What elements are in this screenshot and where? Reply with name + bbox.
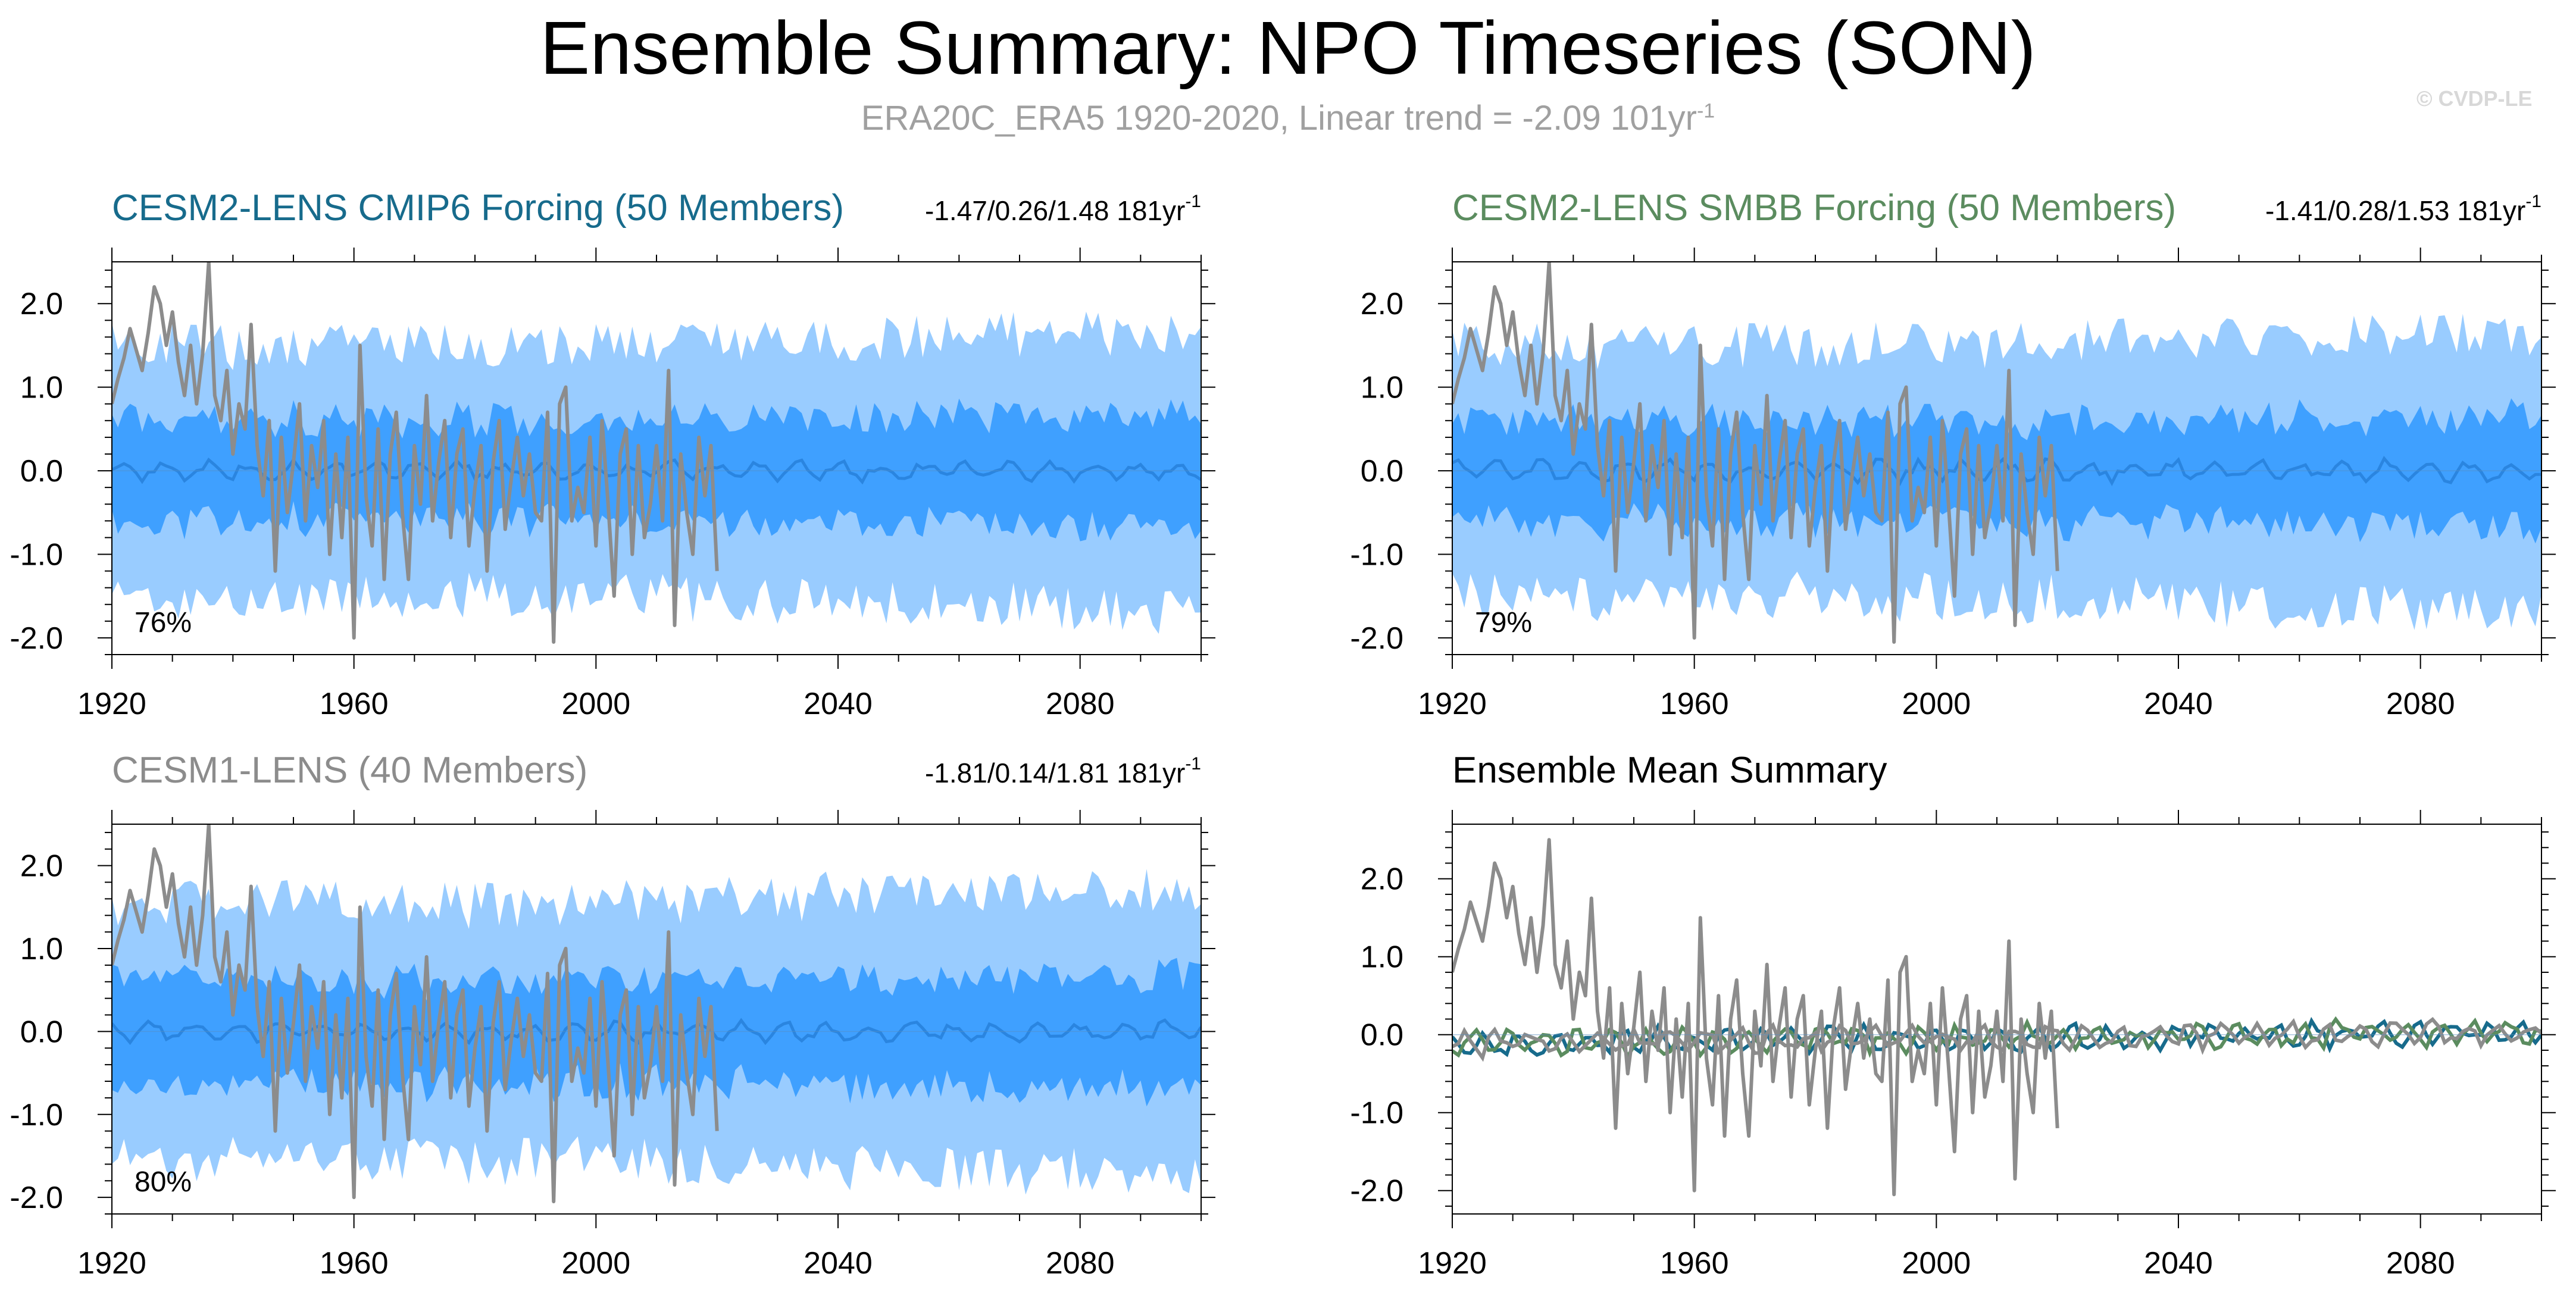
copyright-label: © CVDP-LE: [2416, 86, 2533, 111]
panel-stat-superscript: -1: [2525, 192, 2541, 211]
plot-area: [112, 262, 1201, 644]
y-tick-label: 1.0: [1361, 371, 1403, 405]
panel-title: CESM2-LENS CMIP6 Forcing (50 Members): [112, 187, 844, 229]
x-tick-label: 2040: [804, 1246, 873, 1281]
x-tick-label: 2000: [561, 687, 630, 721]
observations-line: [112, 262, 719, 644]
panel-cesm2-cmip6: CESM2-LENS CMIP6 Forcing (50 Members) -1.…: [10, 187, 1215, 721]
y-tick-label: -2.0: [1350, 1174, 1403, 1209]
x-tick-label: 1920: [1418, 1246, 1487, 1281]
y-tick-label: 2.0: [20, 287, 63, 321]
observations-line: [1452, 262, 2059, 644]
y-tick-label: -2.0: [10, 1181, 63, 1215]
percentile-label: 79%: [1475, 607, 1532, 639]
y-tick-label: 2.0: [1361, 287, 1403, 321]
inner-spread-band: [112, 398, 1201, 542]
x-tick-label: 1960: [320, 687, 389, 721]
percentile-label: 76%: [135, 607, 192, 639]
y-tick-label: 1.0: [20, 932, 63, 966]
x-tick-label: 2080: [2386, 687, 2455, 721]
x-tick-label: 1920: [77, 1246, 146, 1281]
y-tick-label: -1.0: [1350, 1096, 1403, 1131]
panel-title: CESM2-LENS SMBB Forcing (50 Members): [1452, 187, 2176, 229]
y-tick-label: 2.0: [1361, 862, 1403, 897]
y-tick-label: 0.0: [20, 454, 63, 489]
observations-line: [112, 824, 719, 1204]
x-tick-label: 1960: [1660, 1246, 1729, 1281]
y-tick-label: -1.0: [10, 537, 63, 572]
y-tick-label: -1.0: [1350, 537, 1403, 572]
y-tick-label: -2.0: [10, 621, 63, 656]
panel-title: Ensemble Mean Summary: [1452, 750, 1887, 791]
x-tick-label: 2040: [2144, 1246, 2213, 1281]
panel-stat-text: -1.41/0.28/1.53 181yr: [2265, 195, 2525, 226]
inner-spread-band: [112, 957, 1201, 1107]
x-tick-label: 2080: [2386, 1246, 2455, 1281]
x-tick-label: 2040: [2144, 687, 2213, 721]
panel-stat-label: -1.81/0.14/1.81 181yr-1: [925, 754, 1201, 788]
subtitle-text: ERA20C_ERA5 1920-2020, Linear trend = -2…: [861, 99, 1697, 137]
panel-stat-text: -1.81/0.14/1.81 181yr: [925, 758, 1185, 788]
x-tick-label: 2000: [561, 1246, 630, 1281]
panel-stat-label: -1.41/0.28/1.53 181yr-1: [2265, 192, 2541, 226]
x-tick-label: 1920: [1418, 687, 1487, 721]
page-subtitle: ERA20C_ERA5 1920-2020, Linear trend = -2…: [0, 98, 2576, 138]
plot-area: [112, 824, 1201, 1204]
x-tick-label: 2040: [804, 687, 873, 721]
panel-stat-superscript: -1: [1185, 192, 1201, 211]
x-tick-label: 2000: [1902, 687, 1971, 721]
panel-cesm1: CESM1-LENS (40 Members) -1.81/0.14/1.81 1…: [10, 750, 1215, 1281]
panel-stat-text: -1.47/0.26/1.48 181yr: [925, 195, 1185, 226]
y-tick-label: 0.0: [1361, 1018, 1403, 1053]
x-tick-label: 2000: [1902, 1246, 1971, 1281]
x-tick-label: 1960: [1660, 687, 1729, 721]
subtitle-superscript: -1: [1696, 99, 1715, 123]
plot-area: [1452, 262, 2541, 644]
panel-title: CESM1-LENS (40 Members): [112, 750, 587, 791]
y-tick-label: -1.0: [10, 1098, 63, 1132]
observations-line: [1452, 838, 2059, 1197]
y-tick-label: 2.0: [20, 849, 63, 884]
x-tick-label: 1960: [320, 1246, 389, 1281]
panel-cesm2-smbb: CESM2-LENS SMBB Forcing (50 Members) -1.4…: [1350, 187, 2556, 721]
y-tick-label: 0.0: [20, 1015, 63, 1049]
y-tick-label: -2.0: [1350, 621, 1403, 656]
y-tick-label: 1.0: [1361, 940, 1403, 975]
y-tick-label: 1.0: [20, 371, 63, 405]
x-tick-label: 1920: [77, 687, 146, 721]
x-tick-label: 2080: [1046, 1246, 1115, 1281]
page-title: Ensemble Summary: NPO Timeseries (SON): [540, 6, 2036, 90]
panel-stat-superscript: -1: [1185, 754, 1201, 774]
panel-ensemble-mean-summary: Ensemble Mean Summary 1920 1960 2000 2040 208…: [1350, 750, 2556, 1281]
panel-stat-label: -1.47/0.26/1.48 181yr-1: [925, 192, 1201, 226]
x-tick-label: 2080: [1046, 687, 1115, 721]
y-tick-label: 0.0: [1361, 454, 1403, 489]
plot-area: [1452, 838, 2541, 1197]
percentile-label: 80%: [135, 1166, 192, 1198]
